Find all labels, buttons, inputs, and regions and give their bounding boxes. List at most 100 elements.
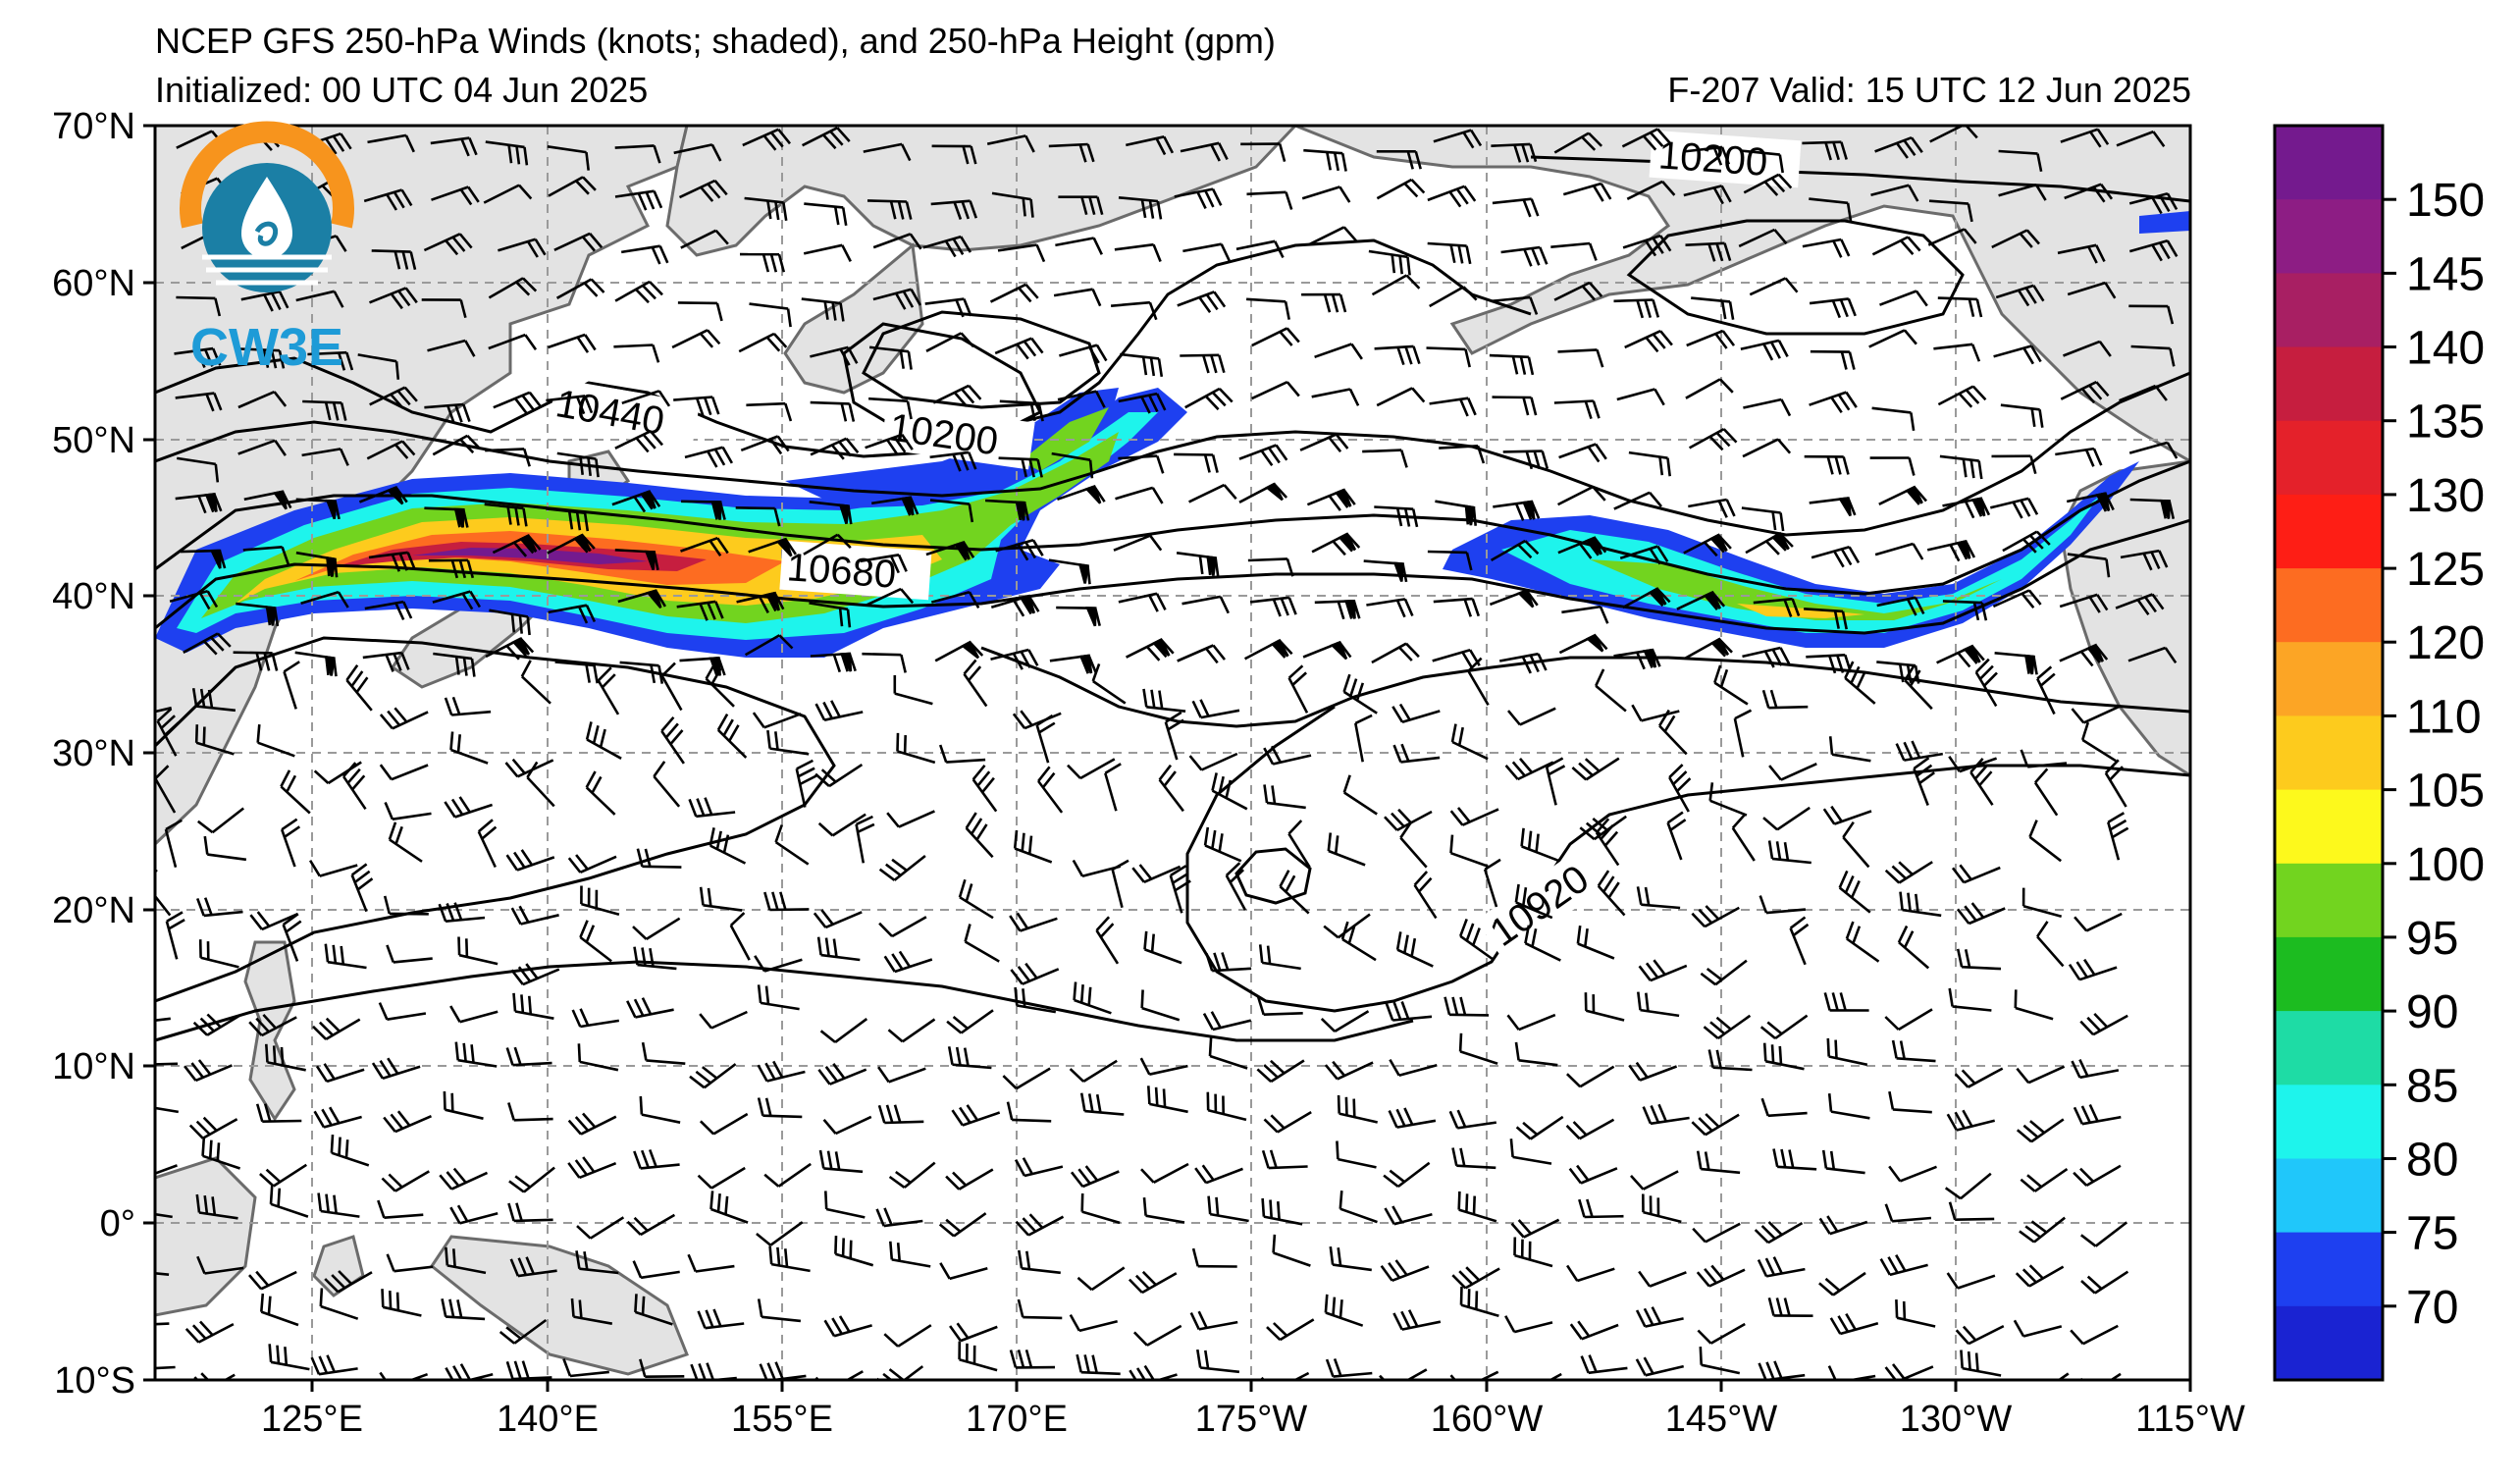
wind-barb [1354,714,1373,763]
wind-barb [1180,353,1226,374]
wind-barb [310,1354,358,1376]
wind-barb [1686,329,1736,349]
wind-barb [1759,895,1807,915]
wind-barb [752,712,802,729]
wind-barb [887,1018,936,1043]
wind-barb [1874,542,1924,560]
wind-barb [1211,772,1248,811]
colorbar-tick-label: 110 [2406,691,2482,743]
wind-barb [1691,296,1735,320]
wind-barb [1545,757,1566,806]
wind-barb [641,1041,686,1065]
wind-barb [295,290,344,308]
wind-barb [1595,818,1620,867]
wind-barb [1613,298,1660,319]
wind-barb [1246,297,1290,320]
wind-barb [1989,497,2039,519]
wind-barb [1104,763,1122,812]
wind-barb [1261,1149,1308,1170]
wind-barb [1363,559,1408,583]
wind-barb [155,1272,170,1276]
wind-barb [855,815,875,864]
land-kamchatka [783,242,924,395]
wind-barb [368,551,416,572]
contour-label-10680: 10680 [785,546,897,597]
wind-barb [1707,1049,1753,1072]
wind-barb [742,128,792,151]
wind-barb [2067,281,2117,299]
wind-barb [1635,1356,1684,1377]
wind-barb [1828,736,1871,763]
jet-east-band-100 [1590,559,2002,620]
wind-barb [749,302,792,328]
wind-barb [1067,758,1116,780]
lon-label-170e: 170°E [966,1399,1068,1440]
wind-barb [883,950,933,974]
wind-barb [1324,1060,1374,1081]
wind-barb [1576,925,1615,960]
wind-barb [1895,740,1944,762]
wind-barb [2057,243,2106,264]
wind-barb [1235,239,1285,258]
wind-barb [1631,704,1680,722]
wind-barb [378,1002,427,1021]
wind-barb [1399,821,1428,869]
wind-barb [362,651,410,672]
wind-barb [1449,807,1499,826]
wind-barb [1869,456,1916,476]
wind-barb [768,1245,811,1273]
wind-barb [155,765,177,814]
wind-barb [1969,758,1994,806]
wind-barb [386,1253,434,1273]
wind-barb [1939,454,1983,480]
wind-barb [1937,296,1983,318]
wind-barb [802,127,851,150]
colorbar-tick-label: 90 [2406,986,2458,1038]
wind-barb [1584,992,1625,1022]
wind-barb [1703,1014,1752,1040]
wind-barb [485,140,529,166]
wind-barb [1342,673,1378,715]
wind-barb [639,1358,685,1378]
wind-barb [1169,865,1191,914]
wind-barb [575,1250,619,1275]
wind-barb [1927,228,1977,246]
wind-barb [676,600,724,621]
wind-barb [739,252,786,273]
wind-barb [1263,1110,1312,1134]
wind-barb [295,551,339,578]
colorbar-segment [2275,642,2383,716]
wind-barb [1435,500,1477,526]
wind-barb [454,1041,498,1068]
wind-barb [255,1103,302,1123]
wind-barb [1868,329,1917,348]
wind-barb [283,661,300,710]
wind-barb [195,1193,238,1220]
wind-barb [1459,1286,1499,1318]
wind-barb [377,1199,424,1219]
wind-barb [1492,197,1540,218]
wind-barb [680,536,729,556]
wind-barb [2060,381,2110,404]
wind-barb [810,437,860,460]
wind-barb [1844,661,1876,705]
wind-barb [699,1010,748,1030]
wind-barb [2066,492,2115,512]
colorbar-segment [2275,863,2383,938]
wind-barb [878,854,926,881]
wind-barb [423,233,473,256]
wind-barb [1491,295,1539,315]
wind-barb [673,396,720,416]
wind-barb [260,1293,299,1327]
wind-barb [896,732,936,765]
wind-barb [866,199,913,220]
wind-barb [1566,1264,1615,1283]
wind-barb [1879,1254,1928,1277]
wind-barb [1809,197,1853,222]
wind-barb [249,911,299,931]
wind-barb [1095,916,1120,965]
wind-barb [1595,668,1627,713]
wind-barb [2021,887,2063,918]
wind-barb [1642,1193,1682,1224]
wind-barb [547,333,597,353]
